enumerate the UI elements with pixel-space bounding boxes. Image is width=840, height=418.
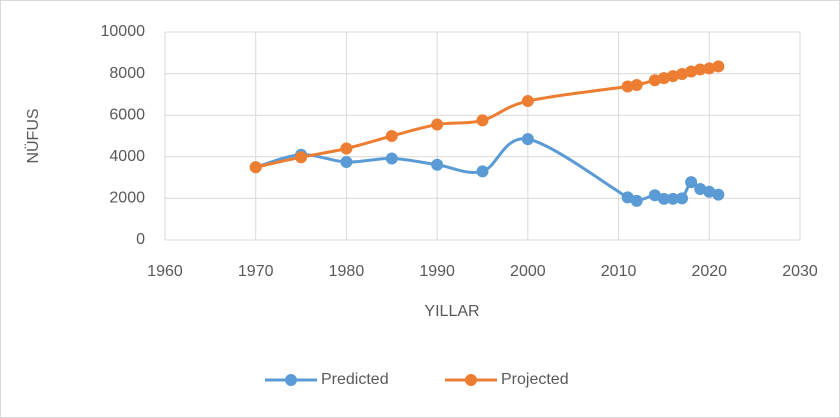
y-axis-label: NÜFUS [24,108,42,163]
data-point [712,188,725,201]
data-point [667,70,679,83]
y-tick-label: 2000 [109,190,145,207]
data-point [648,189,661,202]
data-point [685,65,698,78]
data-point [621,80,634,93]
data-point [676,192,689,205]
x-axis-label: YILLAR [424,303,479,320]
data-point [249,161,262,174]
data-point [630,79,643,92]
data-point [385,152,398,165]
x-tick-label: 1990 [419,263,455,280]
data-point [630,194,643,207]
y-tick-label: 6000 [109,106,145,123]
x-tick-label: 2000 [510,263,546,280]
data-point [385,130,398,142]
data-point [340,156,353,168]
x-tick-label: 1980 [329,263,365,280]
data-point [340,142,353,155]
legend-marker [465,374,477,386]
y-tick-label: 8000 [109,65,145,82]
legend-marker [285,374,297,386]
data-point [521,133,534,146]
data-point [685,176,698,189]
legend-label: Predicted [321,371,389,388]
data-point [657,72,670,85]
data-point [295,151,308,164]
y-tick-label: 0 [136,231,145,248]
data-point [431,118,444,131]
data-point [657,192,670,205]
y-tick-label: 10000 [101,23,146,40]
data-point [648,74,661,87]
data-point [694,183,707,196]
data-point [621,191,634,204]
data-point [703,185,716,198]
data-point [667,192,679,205]
x-tick-label: 2020 [691,263,727,280]
data-point [476,165,489,178]
x-tick-label: 1960 [147,263,183,280]
y-tick-label: 4000 [109,148,145,165]
x-tick-label: 1970 [238,263,274,280]
data-point [703,62,716,75]
data-point [476,114,489,127]
x-tick-label: 2030 [782,263,818,280]
data-point [712,60,725,73]
data-point [521,95,534,108]
x-tick-label: 2010 [601,263,637,280]
data-point [431,158,444,171]
legend-label: Projected [501,371,569,388]
data-point [694,63,707,76]
data-point [676,68,689,81]
